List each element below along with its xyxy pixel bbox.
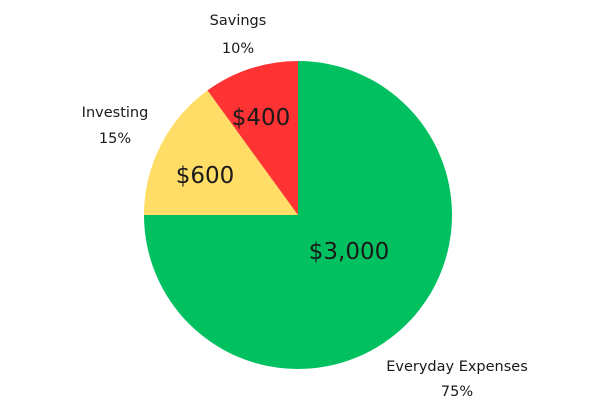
slice-percent-investing: 15% — [99, 131, 131, 147]
slice-value-savings: $400 — [232, 105, 291, 131]
pie-slice-savings — [207, 61, 298, 215]
slice-percent-everyday-expenses: 75% — [441, 384, 473, 400]
slice-label-investing: Investing — [82, 105, 149, 121]
pie-slices — [144, 61, 452, 369]
slice-value-everyday-expenses: $3,000 — [309, 239, 389, 265]
slice-label-savings: Savings — [210, 13, 267, 29]
slice-label-everyday-expenses: Everyday Expenses — [386, 359, 528, 375]
slice-percent-savings: 10% — [222, 41, 254, 57]
pie-slice-investing — [144, 90, 298, 215]
slice-value-investing: $600 — [176, 163, 235, 189]
